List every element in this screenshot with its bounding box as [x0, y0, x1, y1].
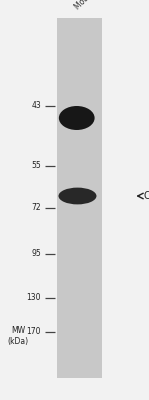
FancyBboxPatch shape — [57, 18, 102, 378]
Text: 130: 130 — [27, 294, 41, 302]
Text: CBS: CBS — [143, 191, 149, 201]
Text: 170: 170 — [27, 328, 41, 336]
Ellipse shape — [59, 106, 95, 130]
Text: Mouse liver: Mouse liver — [73, 0, 111, 11]
Text: 43: 43 — [31, 102, 41, 110]
Text: 72: 72 — [31, 204, 41, 212]
Text: 55: 55 — [31, 162, 41, 170]
Ellipse shape — [58, 188, 97, 204]
Text: MW
(kDa): MW (kDa) — [7, 326, 28, 346]
Text: 95: 95 — [31, 250, 41, 258]
